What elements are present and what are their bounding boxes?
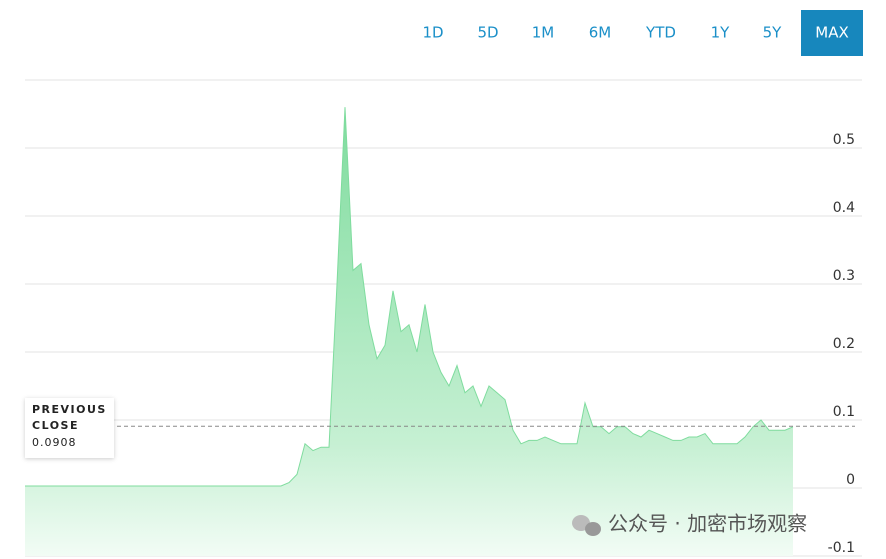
watermark: 公众号 · 加密市场观察 [572,512,807,536]
watermark-icon [585,522,601,536]
y-tick-label: 0.5 [833,132,855,148]
range-button[interactable]: 6M [589,24,612,42]
range-button[interactable]: 5Y [763,24,783,42]
range-button[interactable]: 5D [477,24,498,42]
range-button-bg [801,10,863,56]
y-tick-label: 0 [846,472,855,488]
y-tick-label: 0.3 [833,268,855,284]
range-button-label: 5D [477,24,498,42]
range-button-label: 1D [422,24,443,42]
y-tick-label: 0.1 [833,404,855,420]
range-button[interactable]: YTD [645,24,676,42]
range-button-label: 1M [532,24,555,42]
previous-close-label: PREVIOUS [32,403,107,416]
range-button-label: YTD [645,24,676,42]
range-button-label: 1Y [711,24,731,42]
range-button-label: 6M [589,24,612,42]
range-button[interactable]: 1Y [711,24,731,42]
range-button[interactable]: MAX [801,10,863,56]
range-button-label: 5Y [763,24,783,42]
previous-close-value: 0.0908 [32,436,77,449]
previous-close-label: CLOSE [32,419,79,432]
y-tick-label: 0.4 [833,200,855,216]
price-area [25,107,793,556]
y-tick-label: -0.1 [828,540,855,556]
price-line [25,107,794,487]
range-button-label: MAX [815,24,848,42]
watermark-text: 公众号 · 加密市场观察 [608,512,807,536]
y-tick-label: 0.2 [833,336,855,352]
previous-close-box [25,398,114,458]
range-button[interactable]: 1D [422,24,443,42]
range-button[interactable]: 1M [532,24,555,42]
